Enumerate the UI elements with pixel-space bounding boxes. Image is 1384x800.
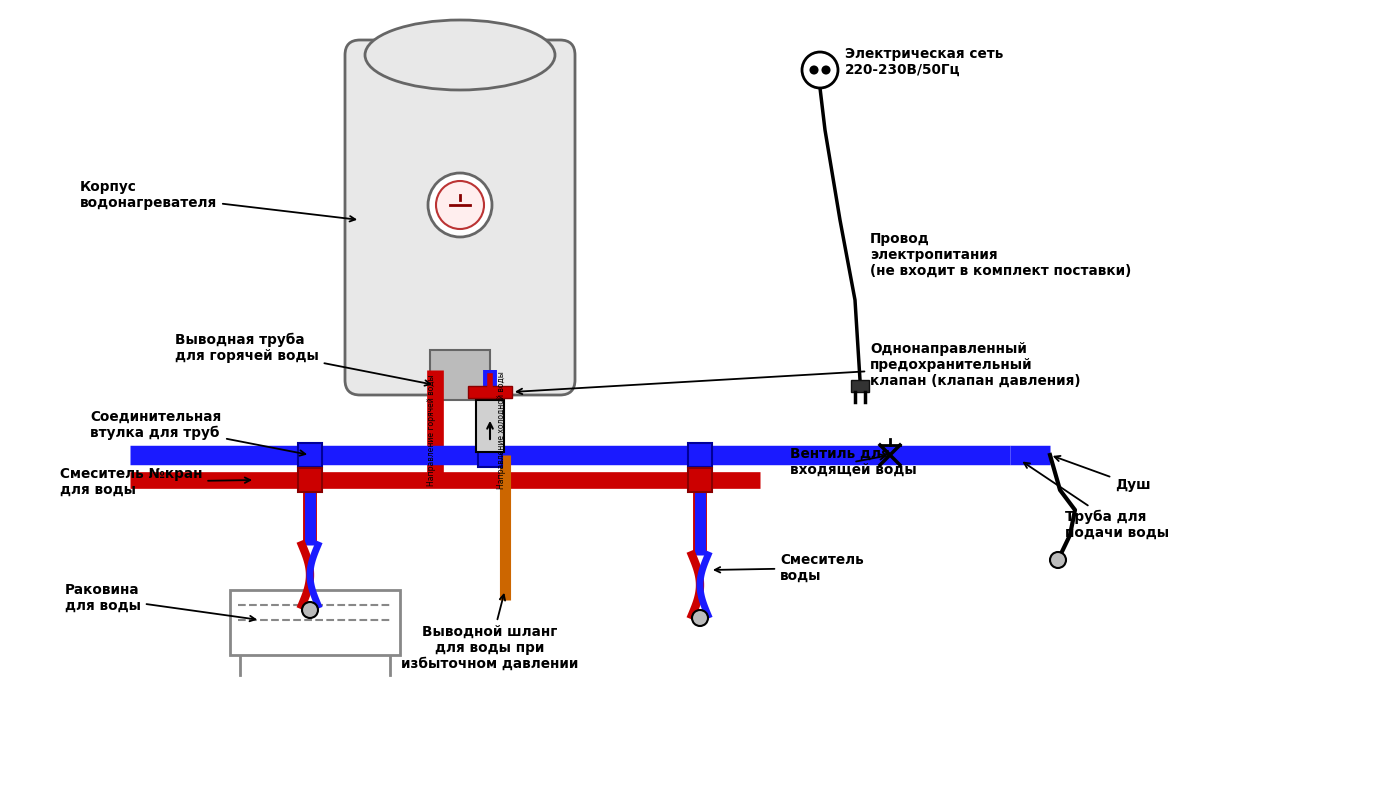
Text: Смеситель №кран
для воды: Смеситель №кран для воды bbox=[60, 467, 251, 497]
Text: Труба для
подачи воды: Труба для подачи воды bbox=[1024, 462, 1169, 540]
Text: Однонаправленный
предохранительный
клапан (клапан давления): Однонаправленный предохранительный клапа… bbox=[516, 342, 1081, 394]
Text: Смеситель
воды: Смеситель воды bbox=[714, 553, 864, 583]
Text: Корпус
водонагревателя: Корпус водонагревателя bbox=[80, 180, 356, 222]
Text: Направление холодной воды: Направление холодной воды bbox=[497, 371, 507, 489]
Bar bbox=[688, 443, 711, 467]
Bar bbox=[476, 400, 504, 452]
Circle shape bbox=[801, 52, 837, 88]
Text: Душ: Душ bbox=[1055, 456, 1150, 492]
Text: Электрическая сеть
220-230В/50Гц: Электрическая сеть 220-230В/50Гц bbox=[846, 47, 1003, 77]
Circle shape bbox=[302, 602, 318, 618]
Bar bbox=[468, 386, 512, 398]
FancyBboxPatch shape bbox=[345, 40, 574, 395]
Text: Провод
электропитания
(не входит в комплект поставки): Провод электропитания (не входит в компл… bbox=[871, 232, 1131, 278]
Bar bbox=[298, 468, 322, 492]
Bar bbox=[230, 590, 400, 655]
Text: Выводная труба
для горячей воды: Выводная труба для горячей воды bbox=[174, 333, 430, 386]
Bar bbox=[851, 380, 869, 392]
Bar bbox=[298, 443, 322, 467]
Bar bbox=[688, 468, 711, 492]
Text: Соединительная
втулка для труб: Соединительная втулка для труб bbox=[90, 410, 306, 456]
Text: Вентиль для
входящей воды: Вентиль для входящей воды bbox=[790, 447, 916, 477]
Circle shape bbox=[428, 173, 491, 237]
Ellipse shape bbox=[365, 20, 555, 90]
Circle shape bbox=[822, 66, 829, 74]
Text: Выводной шланг
для воды при
избыточном давлении: Выводной шланг для воды при избыточном д… bbox=[401, 594, 579, 671]
Text: Направление горячей воды: Направление горячей воды bbox=[426, 374, 436, 486]
Circle shape bbox=[692, 610, 709, 626]
Circle shape bbox=[811, 66, 818, 74]
Text: Раковина
для воды: Раковина для воды bbox=[65, 583, 255, 622]
Circle shape bbox=[1050, 552, 1066, 568]
Bar bbox=[477, 443, 502, 467]
Circle shape bbox=[436, 181, 484, 229]
Bar bbox=[430, 350, 490, 400]
